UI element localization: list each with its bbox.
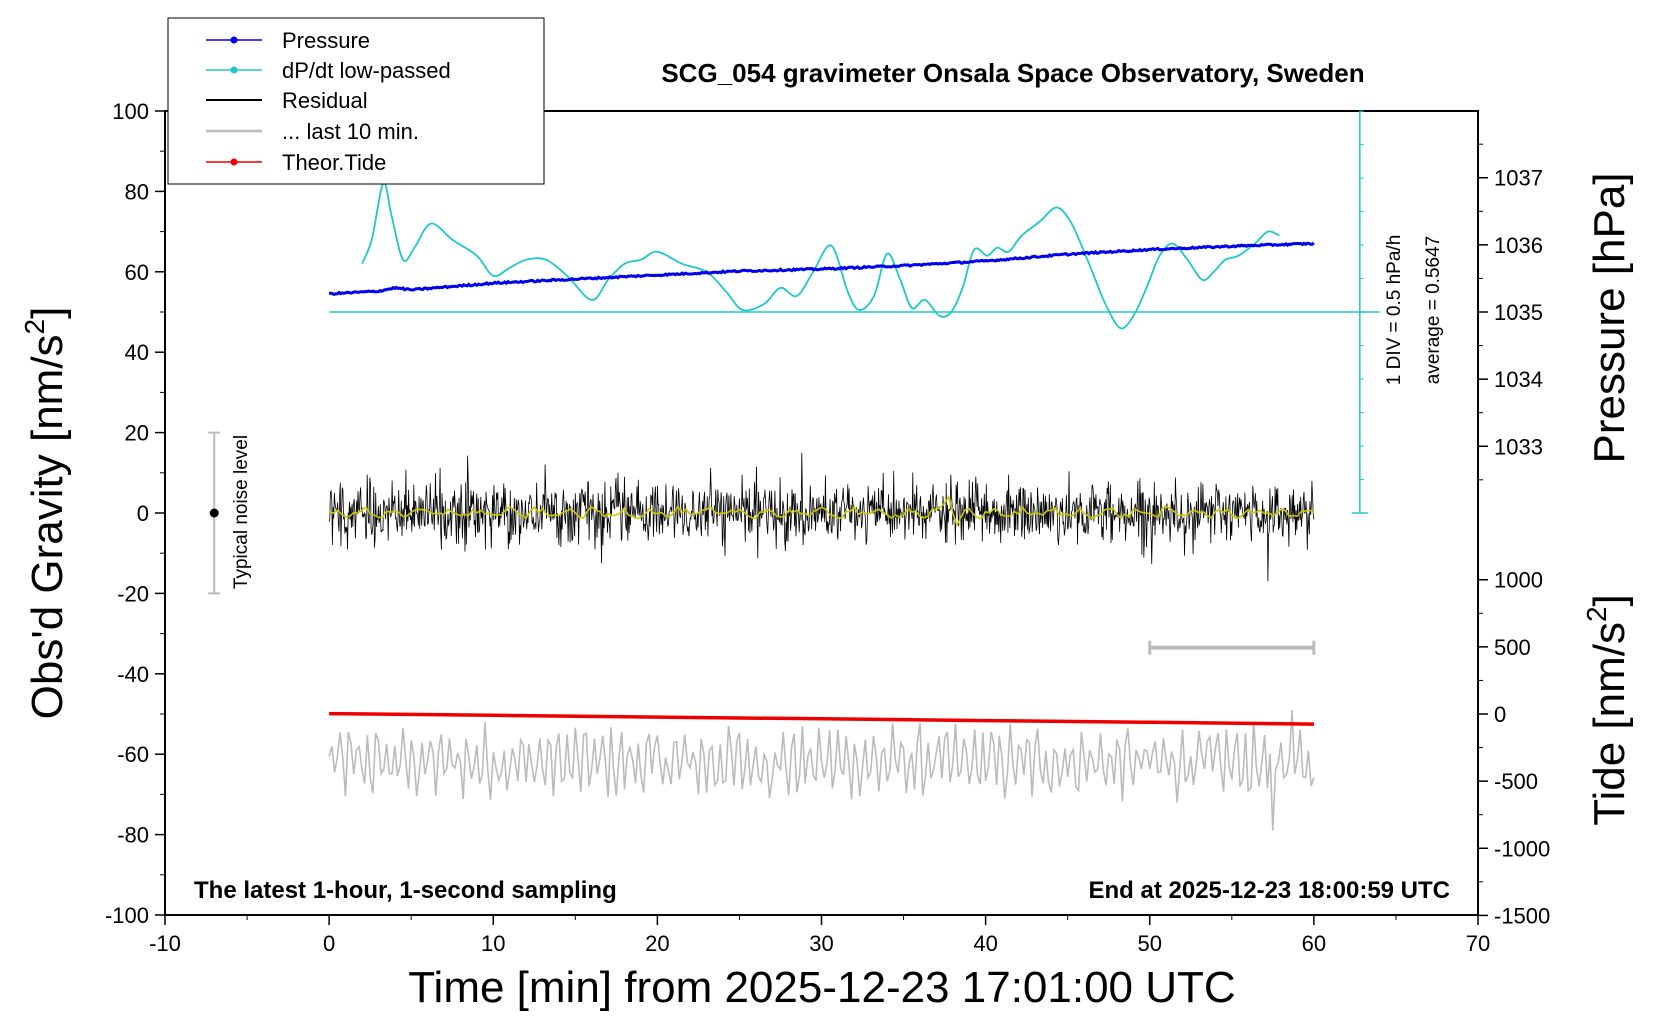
- axis-ticks: [155, 110, 1488, 925]
- footnote-left: The latest 1-hour, 1-second sampling: [194, 877, 617, 904]
- pressure-tick-label: 1034: [1494, 367, 1543, 392]
- y-tick-label: -60: [117, 742, 149, 767]
- x-tick-label: 30: [809, 931, 833, 956]
- x-axis-title: Time [min] from 2025-12-23 17:01:00 UTC: [408, 963, 1235, 1012]
- y-axis-title-left: Obs'd Gravity [nm/s2]: [19, 307, 72, 720]
- y-tick-label: 40: [125, 340, 149, 365]
- y-tick-label: 20: [125, 421, 149, 446]
- y-axis-title-tide: Tide [nm/s2]: [1581, 594, 1634, 826]
- x-tick-label: 40: [973, 931, 997, 956]
- noise-level-label: Typical noise level: [231, 435, 252, 589]
- legend: Pressure dP/dt low-passed Residual ... l…: [167, 17, 545, 185]
- x-tick-label: 20: [645, 931, 669, 956]
- y-tick-label: -40: [117, 662, 149, 687]
- tick-labels: -10 0 10 20 30 40 50 60 70-100-80-60-40-20020406…: [105, 99, 1550, 956]
- x-tick-label: 70: [1466, 931, 1490, 956]
- x-tick-label: 60: [1302, 931, 1326, 956]
- legend-label-residual: Residual: [282, 88, 368, 113]
- dpdt-average-label: average = 0.5647: [1423, 236, 1444, 384]
- tide-tick-label: 1000: [1494, 568, 1543, 593]
- dpdt-scale-label: 1 DIV = 0.5 hPa/h: [1384, 235, 1405, 386]
- pressure-tick-label: 1035: [1494, 300, 1543, 325]
- x-tick-label: 0: [323, 931, 335, 956]
- tide-tick-label: 0: [1494, 702, 1506, 727]
- tide-series-line: [329, 711, 1314, 726]
- pressure-tick-label: 1036: [1494, 233, 1543, 258]
- y-tick-label: -20: [117, 581, 149, 606]
- series-layer: [208, 110, 1380, 831]
- y-tick-label: -80: [117, 823, 149, 848]
- legend-marker-pressure: [230, 36, 238, 44]
- y-tick-label: 60: [125, 260, 149, 285]
- tide-tick-label: -1500: [1494, 903, 1550, 928]
- legend-label-tide: Theor.Tide: [282, 150, 386, 175]
- pressure-tick-label: 1033: [1494, 434, 1543, 459]
- y-tick-label: 80: [125, 179, 149, 204]
- dpdt-series-line: [361, 182, 1280, 330]
- tide-tick-label: -500: [1494, 769, 1538, 794]
- legend-label-pressure: Pressure: [282, 28, 370, 53]
- chart-title: SCG_054 gravimeter Onsala Space Observat…: [661, 58, 1364, 88]
- y-axis-title-pressure: Pressure [hPa]: [1585, 172, 1634, 463]
- last10-series-line: [328, 709, 1315, 831]
- tide-tick-label: -1000: [1494, 836, 1550, 861]
- noise-bar-center-dot: [209, 508, 219, 518]
- residual-series-line: [328, 452, 1315, 582]
- y-tick-label: -100: [105, 903, 149, 928]
- residual-smoothed-line: [328, 494, 1315, 528]
- legend-label-last10: ... last 10 min.: [282, 119, 419, 144]
- legend-label-dpdt: dP/dt low-passed: [282, 58, 451, 83]
- legend-marker-dpdt: [230, 66, 238, 74]
- x-tick-label: -10: [149, 931, 181, 956]
- y-tick-label: 100: [112, 99, 149, 124]
- pressure-tick-label: 1037: [1494, 166, 1543, 191]
- footnote-right: End at 2025-12-23 18:00:59 UTC: [1089, 877, 1451, 904]
- legend-marker-tide: [230, 158, 238, 166]
- pressure-series-line: [329, 241, 1315, 297]
- x-tick-label: 50: [1138, 931, 1162, 956]
- y-tick-label: 0: [137, 501, 149, 526]
- tide-tick-label: 500: [1494, 635, 1531, 660]
- x-tick-label: 10: [481, 931, 505, 956]
